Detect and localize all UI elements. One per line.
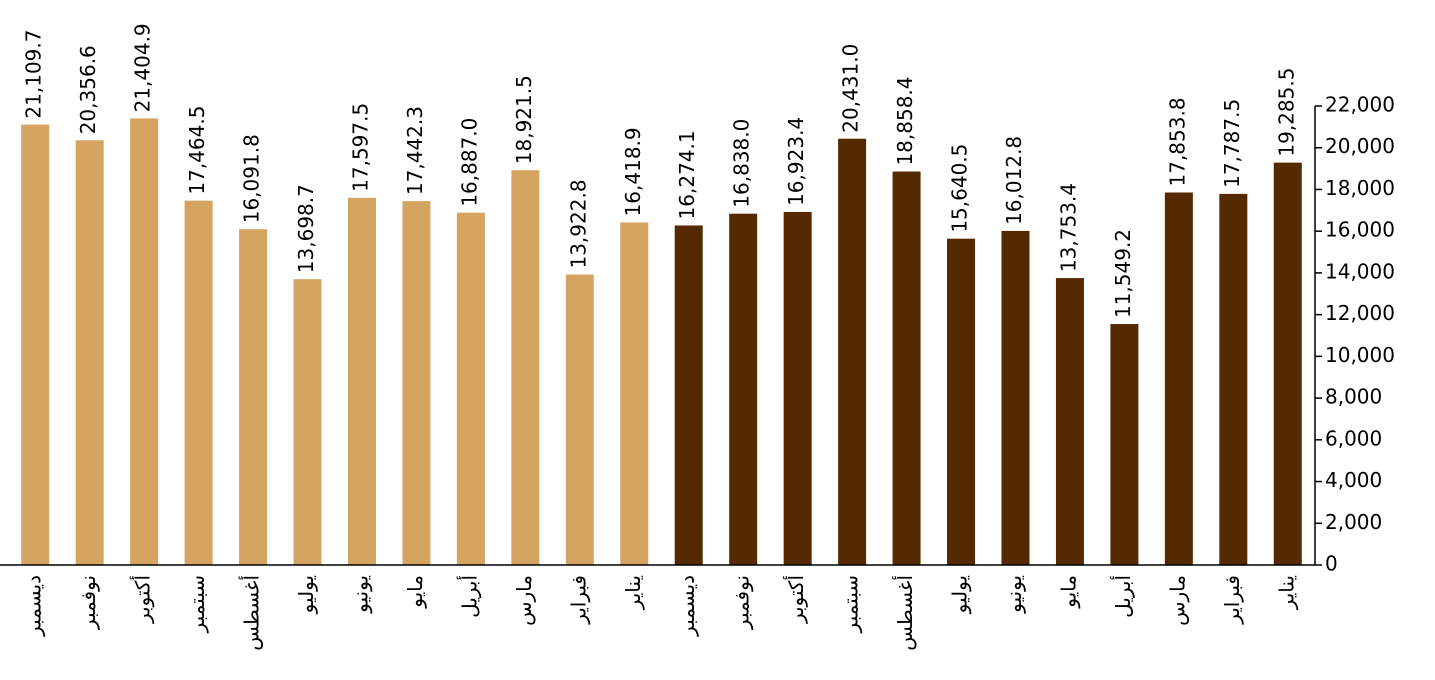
x-tick-label: يناير (621, 575, 645, 610)
x-tick-label: أبريل (1110, 575, 1135, 618)
value-label: 20,431.0 (839, 44, 863, 133)
value-label: 16,418.9 (621, 127, 645, 216)
value-label: 16,923.4 (784, 117, 808, 206)
value-label: 17,464.5 (185, 106, 209, 195)
value-label: 16,838.0 (730, 119, 754, 208)
value-label: 13,922.8 (566, 179, 590, 268)
bar (347, 197, 376, 565)
x-tick-label: يناير (1274, 575, 1298, 610)
bar (1273, 162, 1302, 565)
value-label: 16,274.1 (675, 130, 699, 219)
bar (729, 213, 758, 565)
value-label: 16,012.8 (1002, 136, 1026, 225)
x-tick-label: سبتمبر (185, 575, 209, 633)
value-label: 17,787.5 (1220, 99, 1244, 188)
bar (947, 238, 976, 565)
bar (892, 171, 921, 565)
y-tick-label: 0 (1325, 552, 1338, 576)
bar (184, 200, 213, 566)
value-label: 11,549.2 (1111, 229, 1135, 318)
value-label: 16,887.0 (457, 118, 481, 207)
y-tick-label: 14,000 (1325, 259, 1395, 283)
bar (456, 212, 485, 565)
bar (1164, 192, 1193, 565)
bar (1001, 230, 1030, 565)
value-label: 17,597.5 (348, 103, 372, 192)
bar (620, 222, 649, 565)
x-tick-label: ديسمبر (22, 575, 46, 637)
bar (511, 170, 540, 565)
x-tick-label: أغسطس (239, 575, 264, 651)
y-tick-label: 2,000 (1325, 510, 1382, 534)
bar (565, 274, 594, 565)
x-tick-label: نوفمبر (730, 575, 754, 630)
x-tick-label: يوليو (294, 575, 318, 614)
value-label: 21,404.9 (131, 23, 155, 112)
y-tick-label: 20,000 (1325, 134, 1395, 158)
x-tick-label: نوفمبر (76, 575, 100, 630)
bar (838, 138, 867, 565)
x-tick-label: يوليو (948, 575, 972, 614)
x-tick-label: مايو (1056, 575, 1080, 609)
y-tick-label: 12,000 (1325, 301, 1395, 325)
bar (1055, 278, 1084, 565)
x-tick-label: مارس (1165, 575, 1189, 626)
x-tick-label: فبراير (566, 575, 590, 625)
value-label: 19,285.5 (1274, 68, 1298, 157)
value-label: 13,753.4 (1056, 183, 1080, 272)
value-label: 18,921.5 (512, 75, 536, 164)
bar (130, 118, 159, 565)
x-tick-label: يونيو (348, 575, 372, 614)
x-tick-label: مارس (512, 575, 536, 626)
value-label: 21,109.7 (22, 30, 46, 119)
bar (402, 201, 431, 565)
value-label: 13,698.7 (294, 184, 318, 273)
value-label: 16,091.8 (240, 134, 264, 223)
x-tick-label: أكتوبر (130, 575, 155, 624)
bar (293, 279, 322, 565)
bar (239, 229, 268, 565)
x-tick-label: يونيو (1002, 575, 1026, 614)
y-tick-label: 18,000 (1325, 176, 1395, 200)
x-tick-label: مايو (403, 575, 427, 609)
y-tick-label: 4,000 (1325, 468, 1382, 492)
y-tick-label: 6,000 (1325, 426, 1382, 450)
bar (75, 140, 104, 565)
y-tick-label: 22,000 (1325, 93, 1395, 117)
y-tick-label: 8,000 (1325, 385, 1382, 409)
bar (1110, 324, 1139, 565)
value-label: 20,356.6 (76, 45, 100, 134)
y-tick-label: 10,000 (1325, 343, 1395, 367)
bar (21, 124, 50, 566)
x-tick-label: أغسطس (892, 575, 917, 651)
bar (1219, 193, 1248, 565)
value-label: 15,640.5 (948, 144, 972, 233)
x-tick-label: سبتمبر (839, 575, 863, 633)
x-tick-label: أكتوبر (783, 575, 808, 624)
value-label: 17,442.3 (403, 106, 427, 195)
bar (783, 211, 812, 566)
x-tick-label: ديسمبر (675, 575, 699, 637)
value-label: 17,853.8 (1165, 97, 1189, 186)
value-label: 18,858.4 (893, 76, 917, 165)
x-tick-label: أبريل (456, 575, 481, 618)
x-tick-label: فبراير (1220, 575, 1244, 625)
bar (674, 225, 703, 566)
y-tick-label: 16,000 (1325, 218, 1395, 242)
